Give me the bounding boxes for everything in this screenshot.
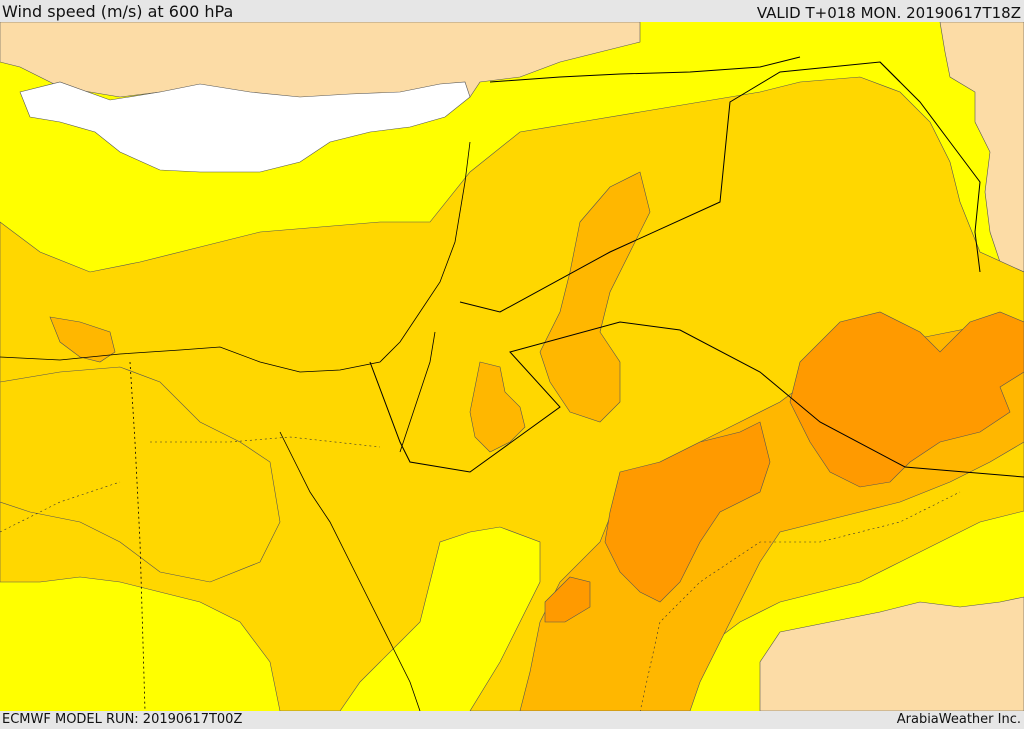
wind-band-dark-orange-east [789, 311, 1024, 488]
model-run: ECMWF MODEL RUN: 20190617T00Z [2, 712, 243, 727]
footer-bar: ECMWF MODEL RUN: 20190617T00Z ArabiaWeat… [0, 711, 1024, 729]
credit: ArabiaWeather Inc. [896, 712, 1021, 727]
low-wind-land-northeast [939, 22, 1024, 273]
border-iran-iraq [879, 61, 981, 273]
border-saudi-jordan-iraq [369, 321, 1024, 478]
coastline-gulf-aqaba [399, 331, 436, 453]
coastline-red-sea [279, 431, 421, 711]
low-wind-sea [19, 81, 471, 173]
wind-band-gold-lobe [0, 366, 281, 583]
wind-band-orange-jordan [469, 361, 526, 453]
map-title: Wind speed (m/s) at 600 hPa [2, 2, 234, 21]
wind-band-dark-orange-small [544, 576, 591, 623]
border-turkey-syria [489, 56, 801, 83]
header-bar: Wind speed (m/s) at 600 hPa VALID T+018 … [0, 0, 1024, 22]
border-egypt-libya [129, 361, 146, 711]
wind-band-orange [539, 171, 651, 423]
border-internal [0, 436, 961, 711]
wind-band-dark-orange-south [604, 421, 771, 603]
border-iraq-syria [459, 61, 901, 313]
low-wind-land-southeast [759, 596, 1024, 711]
coastline-med [0, 141, 471, 373]
weather-map[interactable] [0, 22, 1024, 711]
valid-time: VALID T+018 MON. 20190617T18Z [756, 4, 1021, 22]
wind-band-orange-small [49, 316, 116, 363]
